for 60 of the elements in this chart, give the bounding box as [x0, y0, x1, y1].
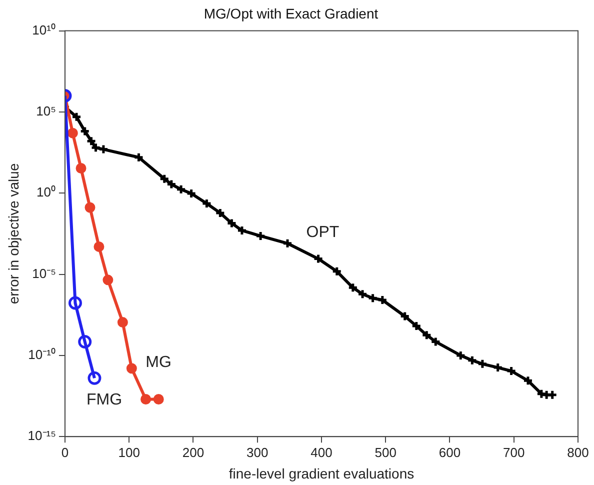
- point: [76, 163, 86, 174]
- y-tick-label: 10⁻¹⁰: [28, 347, 56, 362]
- point: [71, 112, 82, 122]
- point: [176, 184, 186, 195]
- point: [140, 394, 152, 404]
- point: [186, 188, 197, 199]
- series-label: OPT: [306, 224, 340, 242]
- x-tick-label: 200: [182, 444, 204, 460]
- y-axis-title: error in objective value: [5, 163, 22, 304]
- point: [348, 282, 358, 293]
- point: [411, 320, 422, 332]
- point: [357, 288, 368, 300]
- point: [368, 292, 378, 304]
- x-tick-label: 600: [438, 444, 461, 460]
- y-tick-label: 10⁻¹⁵: [28, 428, 56, 444]
- point: [506, 366, 517, 376]
- x-tick-label: 100: [118, 444, 140, 460]
- point: [455, 350, 466, 361]
- point: [282, 238, 293, 249]
- point: [226, 218, 237, 228]
- point: [466, 355, 478, 366]
- point: [94, 241, 104, 252]
- x-tick-label: 700: [503, 444, 525, 460]
- point: [133, 152, 144, 163]
- x-tick-label: 800: [567, 444, 589, 460]
- point: [153, 394, 164, 404]
- point: [236, 225, 248, 236]
- point: [117, 317, 128, 328]
- point: [421, 330, 432, 340]
- point: [84, 202, 96, 213]
- point: [80, 126, 90, 136]
- point: [214, 208, 226, 218]
- y-tick-label: 10⁵: [36, 104, 56, 119]
- point: [313, 254, 324, 264]
- point: [67, 128, 78, 138]
- point: [201, 198, 212, 209]
- x-tick-label: 0: [61, 444, 69, 460]
- x-tick-label: 400: [310, 444, 332, 460]
- point: [102, 274, 114, 286]
- y-tick-label: 10¹⁰: [32, 22, 56, 38]
- x-axis-title: fine-level gradient evaluations: [228, 465, 414, 482]
- point: [492, 362, 504, 373]
- point: [88, 371, 102, 385]
- point: [255, 230, 266, 242]
- chart-title: MG/Opt with Exact Gradient: [204, 5, 378, 22]
- y-tick-label: 10⁰: [36, 184, 56, 200]
- point: [377, 294, 388, 306]
- point: [332, 266, 342, 277]
- series-label: FMG: [86, 392, 122, 409]
- x-tick-label: 500: [374, 444, 396, 460]
- point: [477, 358, 488, 370]
- point: [68, 296, 82, 310]
- point: [78, 334, 92, 348]
- point: [400, 310, 410, 322]
- point: [430, 336, 441, 347]
- point: [522, 375, 534, 386]
- x-tick-label: 300: [246, 444, 268, 460]
- y-tick-label: 10⁻⁵: [32, 266, 56, 281]
- series-label: MG: [146, 354, 172, 371]
- point: [126, 363, 137, 374]
